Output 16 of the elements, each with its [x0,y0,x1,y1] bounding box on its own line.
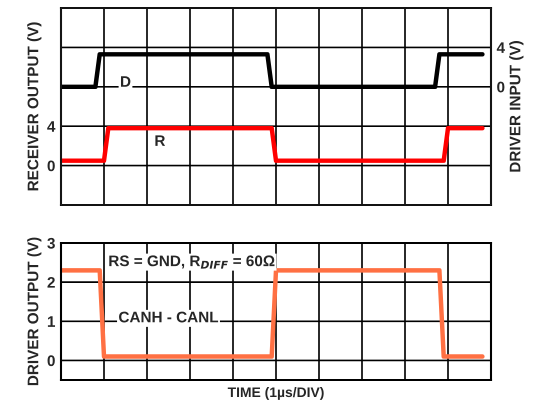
y-tick-label: 0 [48,355,55,366]
series-label: R [155,135,166,146]
y-axis-title: DRIVER OUTPUT (V) [27,238,42,386]
y-axis-title: RECEIVER OUTPUT (V) [27,22,42,190]
annotation: RS = GND, R$_{DIFF}$ = 60Ω [109,255,274,269]
y-tick-label: 3 [47,238,55,249]
y-tick-label: 1 [48,316,56,327]
y-tick-label: 2 [47,277,55,288]
x-axis-title: TIME (1µs/DIV) [228,386,324,400]
y-tick-label: 0 [48,160,55,172]
series-label: D [121,76,130,87]
y2-tick-label: 0 [497,82,504,92]
y2-axis-title: DRIVER INPUT (V) [509,41,524,172]
y2-tick-label: 4 [496,42,505,53]
y-tick-label: 4 [47,121,56,132]
series-label: CANH - CANL [119,312,218,322]
